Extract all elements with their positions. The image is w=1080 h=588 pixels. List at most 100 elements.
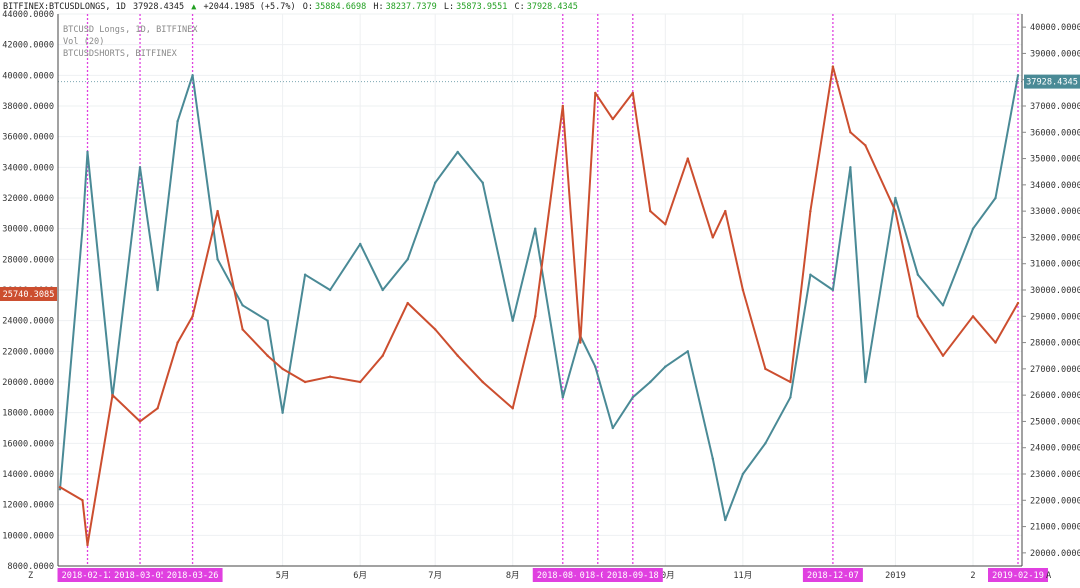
left-tick-label: 30000.0000 <box>2 225 54 235</box>
shorts-point <box>406 301 409 305</box>
longs-point <box>191 74 194 77</box>
right-tick-label: 27000.0000 <box>1030 365 1080 375</box>
shorts-point <box>381 354 384 357</box>
longs-point <box>649 380 652 384</box>
longs-series-line[interactable] <box>59 74 1019 521</box>
date-marker-label: 2019-02-19 <box>992 571 1044 581</box>
left-tick-label: 12000.0000 <box>2 501 54 511</box>
longs-point <box>303 273 307 276</box>
price-change: +2044.1985 (+5.7%) <box>203 2 296 12</box>
up-arrow-icon: ▲ <box>191 2 197 12</box>
left-tick-label: 14000.0000 <box>2 470 54 480</box>
date-marker-badge[interactable] <box>602 568 663 582</box>
right-tick-label: 28000.0000 <box>1030 339 1080 349</box>
longs-point <box>724 518 727 522</box>
longs-point <box>138 166 142 169</box>
left-tick-label: 32000.0000 <box>2 194 54 204</box>
legend-longs[interactable]: BTCUSD Longs, 1D, BITFINEX <box>63 25 198 35</box>
right-tick-label: 34000.0000 <box>1030 181 1080 191</box>
shorts-point <box>511 407 514 410</box>
last-value-label-left: 25740.3085 <box>3 290 55 300</box>
auto-scale-label[interactable]: A <box>1046 571 1052 581</box>
last-price: 37928.4345 <box>132 2 185 12</box>
shorts-point <box>58 485 62 489</box>
longs-point <box>916 273 920 276</box>
shorts-point <box>971 315 975 318</box>
right-tick-label: 25000.0000 <box>1030 417 1080 427</box>
symbol-header: BITFINEX:BTCUSDLONGS, 1D 37928.4345 ▲ +2… <box>0 0 1080 14</box>
longs-point <box>481 181 484 184</box>
right-tick-label: 36000.0000 <box>1030 128 1080 138</box>
left-tick-label: 20000.0000 <box>2 378 54 388</box>
shorts-point <box>359 380 362 384</box>
shorts-point <box>1016 301 1020 305</box>
date-marker-badge[interactable] <box>57 568 118 582</box>
right-tick-label: 23000.0000 <box>1030 470 1080 480</box>
shorts-point <box>86 543 89 547</box>
open-label: O: <box>302 2 314 12</box>
date-marker-badge[interactable] <box>110 568 171 582</box>
shorts-point <box>81 499 84 502</box>
right-price-axis[interactable]: 40000.000039000.000038000.000037000.0000… <box>1022 23 1080 559</box>
longs-point <box>611 426 614 430</box>
shorts-point <box>138 420 142 423</box>
right-tick-label: 20000.0000 <box>1030 549 1080 559</box>
symbol-name[interactable]: BITFINEX:BTCUSDLONGS, 1D <box>3 2 126 12</box>
left-tick-label: 42000.0000 <box>2 41 54 51</box>
left-price-axis[interactable]: 44000.0000 42000.0000 40000.0000 38000.0000… <box>0 10 57 572</box>
zoom-button[interactable]: Z <box>28 571 33 581</box>
left-tick-label: 24000.0000 <box>2 317 54 327</box>
shorts-point <box>434 328 437 331</box>
shorts-point <box>611 117 614 121</box>
longs-point <box>328 288 332 292</box>
longs-point <box>266 319 269 322</box>
shorts-point <box>176 341 179 344</box>
shorts-point <box>579 341 582 344</box>
auto-scale-button[interactable]: A <box>1046 571 1052 581</box>
high-value: 38237.7379 <box>385 2 437 12</box>
longs-point <box>81 227 84 230</box>
right-tick-label: 22000.0000 <box>1030 496 1080 506</box>
date-marker-badge[interactable] <box>162 568 223 582</box>
zoom-button-label[interactable]: Z <box>28 571 33 581</box>
longs-point <box>434 181 437 184</box>
shorts-point <box>711 236 714 239</box>
shorts-point <box>724 209 727 213</box>
month-label: 6月 <box>353 570 367 581</box>
shorts-point <box>686 157 689 160</box>
shorts-point <box>741 288 745 292</box>
left-tick-label: 36000.0000 <box>2 133 54 143</box>
shorts-point <box>303 380 307 384</box>
shorts-point <box>764 367 767 371</box>
date-marker-badge[interactable] <box>988 568 1048 582</box>
grid <box>58 13 1022 567</box>
longs-point <box>359 242 362 246</box>
right-tick-label: 32000.0000 <box>1030 233 1080 243</box>
date-marker-badge[interactable] <box>802 568 863 582</box>
shorts-point <box>328 375 332 378</box>
right-tick-label: 33000.0000 <box>1030 207 1080 217</box>
longs-point <box>831 288 835 292</box>
legend-volume[interactable]: Vol (20) <box>63 37 104 47</box>
longs-point <box>86 150 89 154</box>
shorts-point <box>864 144 867 147</box>
month-label: 5月 <box>276 570 290 581</box>
shorts-point <box>241 328 244 331</box>
right-tick-label: 31000.0000 <box>1030 260 1080 270</box>
legend: BTCUSD Longs, 1D, BITFINEX Vol (20) BTCU… <box>63 25 198 59</box>
longs-point <box>711 457 714 460</box>
longs-point <box>1016 74 1020 77</box>
shorts-series-line[interactable] <box>59 65 1019 546</box>
date-marker-label: 018-09- <box>580 571 616 581</box>
longs-point <box>686 350 689 353</box>
right-tick-label: 39000.0000 <box>1030 49 1080 59</box>
month-label: 2019 <box>885 571 906 581</box>
longs-point <box>789 396 792 399</box>
legend-shorts[interactable]: BTCUSDSHORTS, BITFINEX <box>63 49 178 59</box>
right-tick-label: 21000.0000 <box>1030 523 1080 533</box>
date-marker-label: 2018-03-05 <box>114 571 166 581</box>
right-tick-label: 29000.0000 <box>1030 312 1080 322</box>
longs-point <box>456 150 459 154</box>
